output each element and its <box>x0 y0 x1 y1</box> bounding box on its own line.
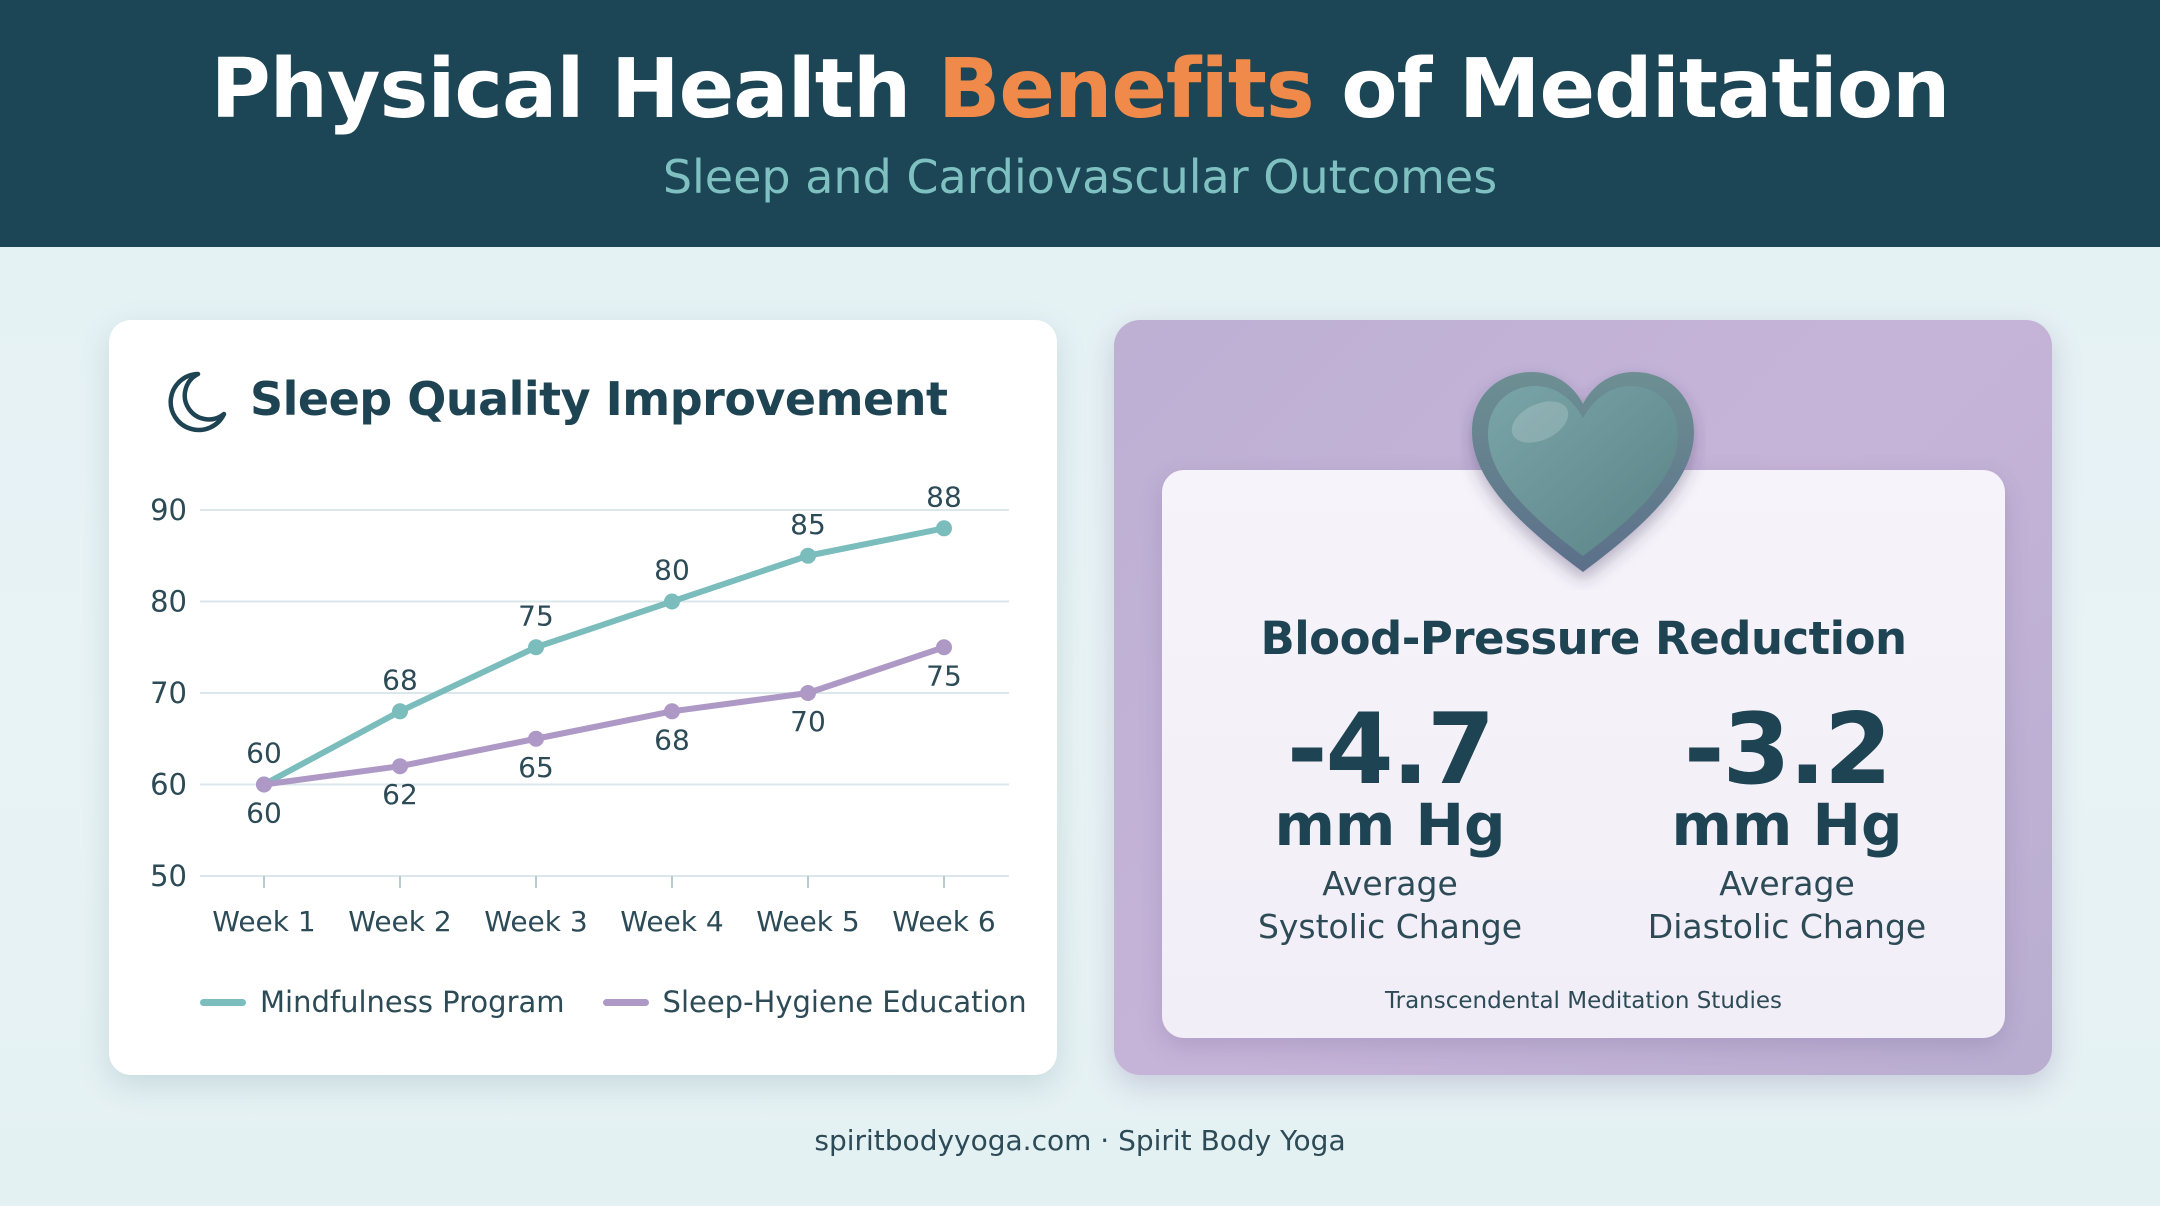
source-note: Transcendental Meditation Studies <box>1384 988 1783 1014</box>
data-label-s2-3: 65 <box>518 751 554 784</box>
series-line-2 <box>261 644 947 788</box>
data-point-s1-6 <box>936 520 952 537</box>
systolic-stat: -4.7 mm Hg Average Systolic Change <box>1200 700 1580 948</box>
x-tick-label-5: Week 5 <box>756 905 859 938</box>
systolic-unit: mm Hg <box>1274 791 1506 859</box>
data-point-s2-4 <box>664 703 680 720</box>
data-point-s2-6 <box>936 639 952 656</box>
series-line-1 <box>261 525 947 788</box>
x-tick-label-1: Week 1 <box>212 905 315 938</box>
legend-item-mindfulness: Mindfulness Program <box>200 985 565 1019</box>
data-label-s1-1: 60 <box>246 737 282 770</box>
data-label-s1-6: 88 <box>926 480 962 513</box>
data-label-s2-6: 75 <box>926 659 962 692</box>
title-part-2: of Meditation <box>1313 42 1950 137</box>
data-point-s1-4 <box>664 593 680 610</box>
data-label-s2-5: 70 <box>790 705 826 738</box>
data-point-s2-2 <box>392 758 408 775</box>
y-tick-label-70: 70 <box>150 676 187 710</box>
title-accent: Benefits <box>937 42 1315 137</box>
sleep-quality-chart: 50 60 70 80 90 Week 1 Week 2 Week 3 Week 4 Week 5… <box>150 480 1009 938</box>
systolic-label: Average Systolic Change <box>1257 864 1523 946</box>
systolic-value: -4.7 <box>1286 693 1495 807</box>
legend-swatch-sleep-hygiene <box>602 998 649 1006</box>
x-tick-label-4: Week 4 <box>620 905 723 938</box>
title-part-1: Physical Health <box>210 42 938 137</box>
x-tick-label-6: Week 6 <box>892 905 995 938</box>
legend-label-mindfulness: Mindfulness Program <box>260 985 565 1019</box>
data-label-s2-4: 68 <box>654 723 690 756</box>
data-label-s1-3: 75 <box>518 599 554 632</box>
legend-swatch-mindfulness <box>200 998 246 1006</box>
data-label-s2-2: 62 <box>382 778 418 811</box>
data-point-s1-2 <box>392 703 408 720</box>
data-point-s2-5 <box>800 685 816 701</box>
data-point-s1-5 <box>800 547 816 564</box>
moon-icon <box>168 371 227 433</box>
y-tick-label-90: 90 <box>150 493 187 527</box>
diastolic-stat: -3.2 mm Hg Average Diastolic Change <box>1597 700 1977 948</box>
page-subtitle: Sleep and Cardiovascular Outcomes <box>662 150 1498 204</box>
chart-title: Sleep Quality Improvement <box>250 372 948 426</box>
heart-icon <box>1472 372 1694 572</box>
data-point-s2-3 <box>528 730 544 747</box>
page-title: Physical Health Benefits of Meditation <box>0 42 2160 137</box>
footer-credit: spiritbodyyoga.com · Spirit Body Yoga <box>814 1124 1346 1157</box>
diastolic-unit: mm Hg <box>1671 791 1903 859</box>
legend-label-sleep-hygiene: Sleep-Hygiene Education <box>662 985 1027 1019</box>
data-label-s1-2: 68 <box>382 663 418 696</box>
y-tick-label-50: 50 <box>150 859 187 893</box>
x-tick-label-2: Week 2 <box>348 905 451 938</box>
bp-title: Blood-Pressure Reduction <box>1260 612 1907 665</box>
legend-item-sleep-hygiene: Sleep-Hygiene Education <box>602 985 1027 1019</box>
data-label-s1-5: 85 <box>790 508 826 541</box>
diastolic-value: -3.2 <box>1683 693 1892 807</box>
x-tick-label-3: Week 3 <box>484 905 587 938</box>
chart-legend: Mindfulness Program Sleep-Hygiene Educat… <box>200 980 1065 1024</box>
data-label-s1-4: 80 <box>654 554 690 587</box>
diastolic-label: Average Diastolic Change <box>1647 864 1927 946</box>
header-banner: Physical Health Benefits of Meditation S… <box>0 0 2160 247</box>
sleep-quality-card <box>109 320 1057 1075</box>
data-point-s1-3 <box>528 639 544 656</box>
y-tick-label-60: 60 <box>150 768 187 802</box>
data-point-s2-1 <box>256 776 272 793</box>
y-tick-label-80: 80 <box>150 585 187 619</box>
data-label-s2-1: 60 <box>246 797 282 830</box>
